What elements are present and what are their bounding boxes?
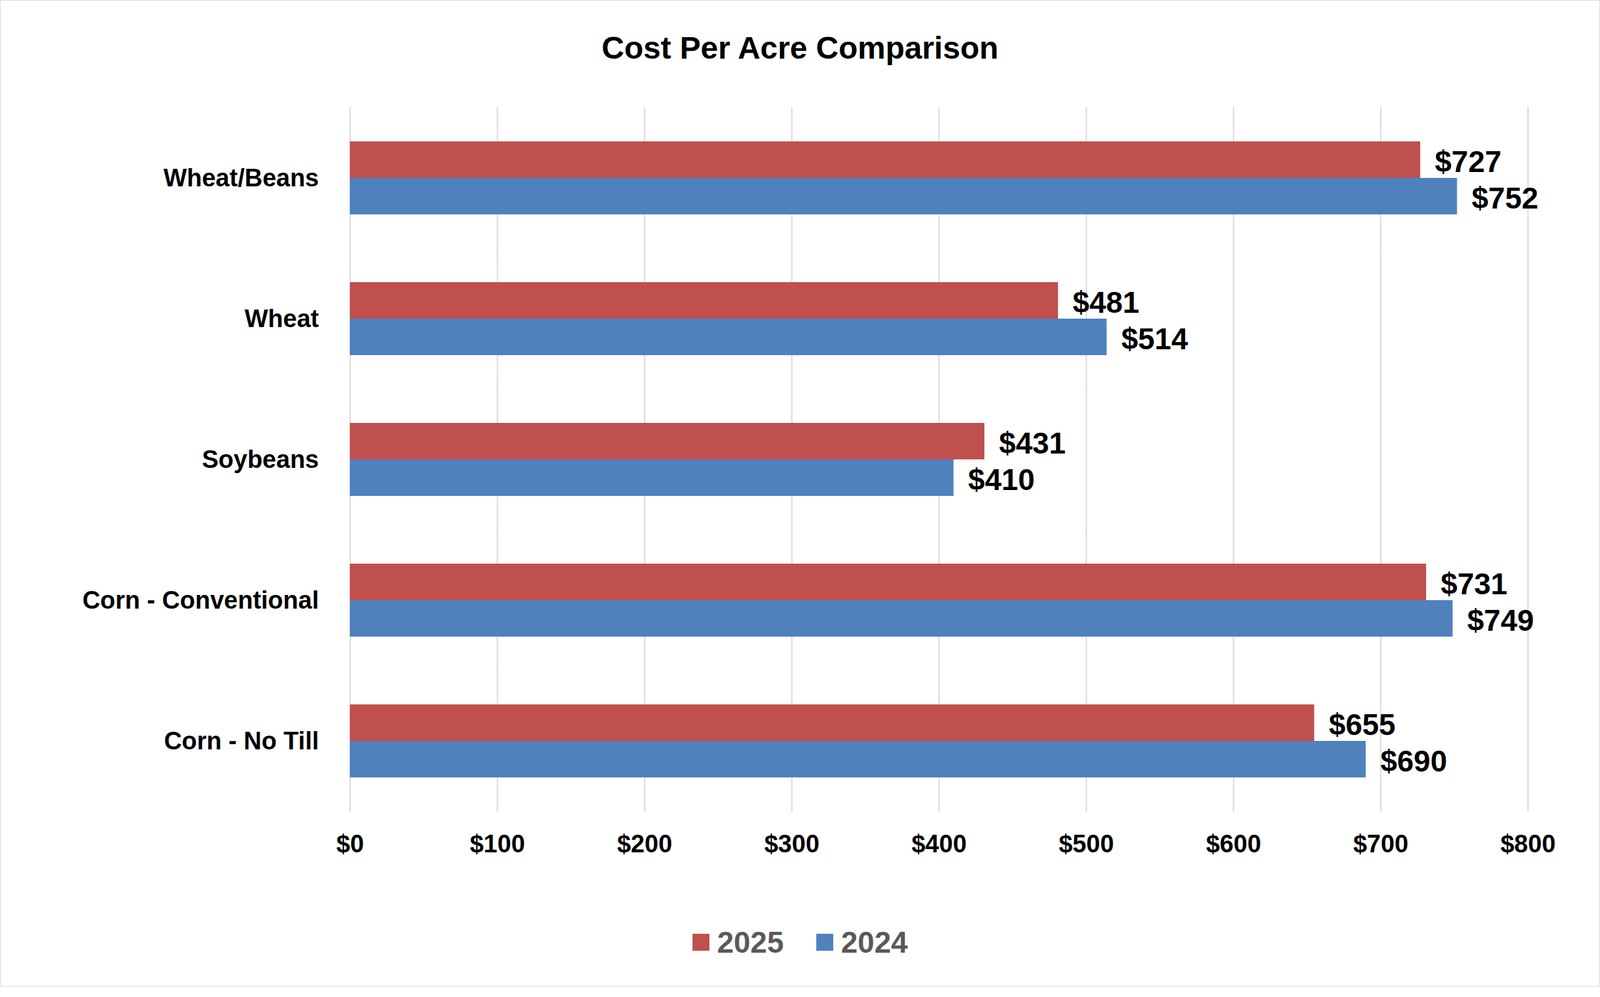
svg-text:$0: $0 [336,829,364,858]
svg-text:$481: $481 [1072,285,1140,320]
svg-text:$600: $600 [1205,829,1262,858]
svg-text:$200: $200 [616,829,673,858]
svg-text:$431: $431 [999,426,1066,460]
svg-text:$100: $100 [469,829,526,858]
svg-text:$514: $514 [1121,321,1189,356]
svg-text:$500: $500 [1058,829,1115,858]
svg-text:$731: $731 [1441,566,1508,601]
svg-text:$700: $700 [1353,829,1409,858]
svg-text:Wheat/Beans: Wheat/Beans [163,164,320,192]
svg-text:Corn - No Till: Corn - No Till [164,727,320,755]
html-text:2024: 2024 [841,925,908,959]
svg-text:$752: $752 [1471,181,1539,215]
svg-text:Wheat: Wheat [244,304,320,333]
svg-text:Soybeans: Soybeans [201,445,320,473]
html-text:2025: 2025 [717,925,784,959]
svg-text:$749: $749 [1467,603,1534,638]
svg-text:Corn - Conventional: Corn - Conventional [82,586,319,614]
svg-text:$727: $727 [1435,144,1502,179]
svg-text:$300: $300 [764,829,820,858]
svg-text:$690: $690 [1380,743,1447,778]
svg-text:$800: $800 [1500,829,1556,858]
svg-text:$655: $655 [1328,707,1396,742]
html-text:Cost Per Acre Comparison: Cost Per Acre Comparison [601,30,999,65]
svg-text:$410: $410 [968,462,1035,497]
svg-text:$400: $400 [911,829,967,858]
